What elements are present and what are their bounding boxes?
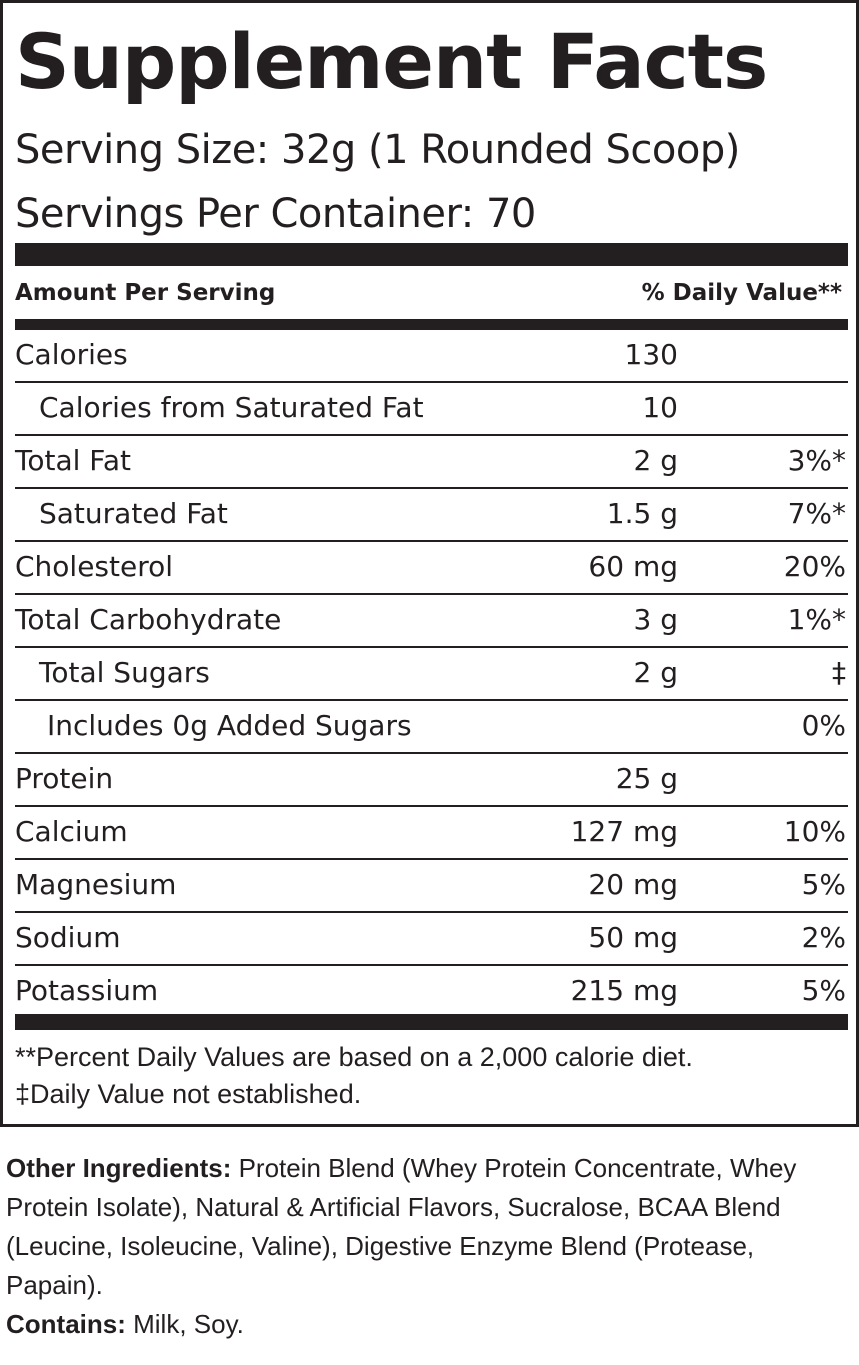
nutrient-amount: 10 [642,391,678,424]
nutrient-name: Saturated Fat [39,497,228,530]
nutrient-daily-value: 0% [801,709,846,742]
nutrient-row: Total Sugars 2 g ‡ [15,648,848,701]
other-ingredients-text: Protein Blend (Whey Protein Concentrate,… [6,1153,797,1300]
nutrient-daily-value: 3%* [787,444,846,477]
nutrient-name: Calories [15,338,128,371]
supplement-facts-panel: Supplement Facts Serving Size: 32g (1 Ro… [0,0,859,1127]
nutrient-name: Total Fat [15,444,131,477]
nutrient-row: Cholesterol 60 mg 20% [15,542,848,595]
nutrient-row: Saturated Fat 1.5 g 7%* [15,489,848,542]
nutrient-name: Total Carbohydrate [15,603,282,636]
nutrient-row: Calories from Saturated Fat 10 [15,383,848,436]
other-ingredients-label: Other Ingredients: [6,1153,232,1183]
nutrient-name: Total Sugars [39,656,210,689]
nutrient-daily-value: 10% [783,815,846,848]
contains-label: Contains: [6,1309,126,1339]
nutrient-amount: 2 g [633,444,679,477]
nutrient-row: Magnesium 20 mg 5% [15,860,848,913]
label-title: Supplement Facts [15,17,768,106]
nutrient-daily-value: 5% [801,868,846,901]
nutrient-amount: 60 mg [588,550,678,583]
serving-size: Serving Size: 32g (1 Rounded Scoop) [15,127,740,173]
footnote-not-established: ‡Daily Value not established. [15,1079,362,1109]
nutrient-daily-value: ‡ [832,656,846,689]
nutrient-daily-value: 7%* [787,497,846,530]
nutrient-row: Total Carbohydrate 3 g 1%* [15,595,848,648]
header-amount-per-serving: Amount Per Serving [15,280,276,306]
nutrient-amount: 1.5 g [606,497,678,530]
nutrient-name: Potassium [15,974,159,1007]
thick-divider-bottom [15,1014,848,1030]
nutrient-name: Cholesterol [15,550,174,583]
servings-per-container: Servings Per Container: 70 [15,191,536,237]
ingredients-block: Other Ingredients: Protein Blend (Whey P… [6,1149,856,1344]
nutrient-rows: Calories 130 Calories from Saturated Fat 10… [15,330,848,1017]
nutrient-amount: 127 mg [570,815,678,848]
nutrient-name: Calories from Saturated Fat [39,391,424,424]
nutrient-daily-value: 1%* [787,603,846,636]
nutrient-daily-value: 5% [801,974,846,1007]
nutrient-name: Sodium [15,921,121,954]
nutrient-row: Total Fat 2 g 3%* [15,436,848,489]
footnote-daily-values: **Percent Daily Values are based on a 2,… [15,1042,693,1072]
nutrient-row: Calcium 127 mg 10% [15,807,848,860]
nutrient-row: Calories 130 [15,330,848,383]
nutrient-row: Potassium 215 mg 5% [15,966,848,1017]
medium-divider [15,319,848,330]
contains-text: Milk, Soy. [125,1309,244,1339]
nutrient-name: Includes 0g Added Sugars [47,709,412,742]
header-daily-value: % Daily Value** [641,280,842,306]
nutrient-name: Protein [15,762,114,795]
nutrient-row: Sodium 50 mg 2% [15,913,848,966]
nutrient-amount: 20 mg [588,868,678,901]
nutrient-daily-value: 20% [783,550,846,583]
thick-divider-top [15,243,848,266]
nutrient-row: Includes 0g Added Sugars 0% [15,701,848,754]
nutrient-amount: 50 mg [588,921,678,954]
nutrient-daily-value: 2% [801,921,846,954]
nutrient-amount: 130 [624,338,678,371]
nutrient-name: Magnesium [15,868,177,901]
nutrient-amount: 3 g [633,603,679,636]
nutrient-amount: 215 mg [570,974,678,1007]
nutrient-amount: 25 g [615,762,678,795]
nutrient-amount: 2 g [633,656,679,689]
nutrient-row: Protein 25 g [15,754,848,807]
nutrient-name: Calcium [15,815,128,848]
